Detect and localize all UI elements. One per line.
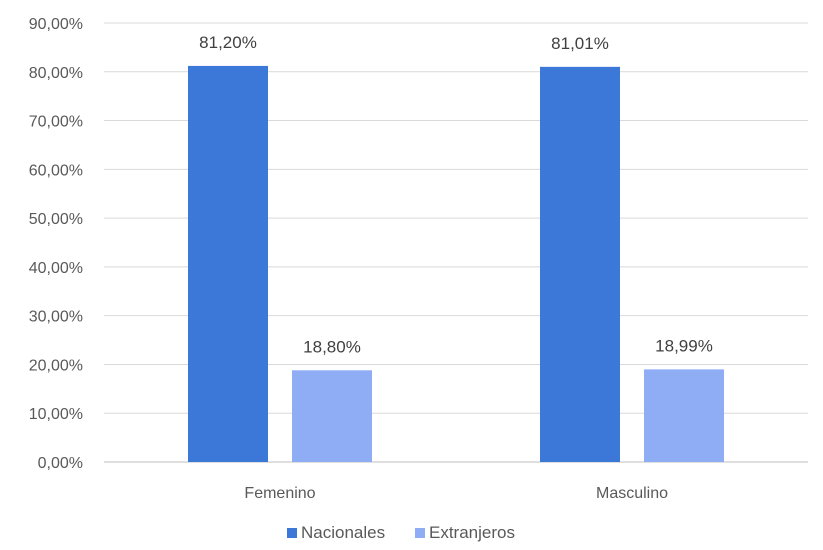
data-label: 81,01%: [551, 34, 609, 53]
y-tick-label: 0,00%: [38, 455, 83, 472]
legend: Nacionales Extranjeros: [287, 523, 515, 542]
y-tick-label: 60,00%: [29, 162, 83, 179]
y-tick-label: 20,00%: [29, 357, 83, 374]
bar-nacionales-masculino: [540, 66, 620, 462]
y-tick-label: 50,00%: [29, 211, 83, 228]
legend-item-nacionales: Nacionales: [287, 523, 385, 542]
data-label: 81,20%: [199, 33, 257, 52]
bars: 81,20% 18,80% 81,01% 18,99%: [188, 33, 724, 463]
x-axis: Femenino Masculino: [244, 485, 668, 502]
legend-swatch: [287, 528, 297, 538]
y-tick-label: 70,00%: [29, 114, 83, 131]
y-tick-label: 80,00%: [29, 65, 83, 82]
legend-swatch: [415, 528, 425, 538]
bar-extranjeros-masculino: [644, 369, 724, 462]
y-tick-label: 90,00%: [29, 16, 83, 33]
bar-nacionales-femenino: [188, 65, 268, 463]
y-tick-label: 40,00%: [29, 260, 83, 277]
legend-label: Extranjeros: [429, 523, 515, 542]
data-label: 18,80%: [303, 337, 361, 356]
x-category-label: Femenino: [244, 485, 315, 502]
y-tick-label: 10,00%: [29, 406, 83, 423]
data-label: 18,99%: [655, 336, 713, 355]
bar-extranjeros-femenino: [292, 370, 372, 462]
x-category-label: Masculino: [596, 485, 668, 502]
y-tick-label: 30,00%: [29, 309, 83, 326]
legend-item-extranjeros: Extranjeros: [415, 523, 515, 542]
y-axis: 0,00% 10,00% 20,00% 30,00% 40,00% 50,00% 60,00…: [29, 16, 83, 472]
legend-label: Nacionales: [301, 523, 385, 542]
